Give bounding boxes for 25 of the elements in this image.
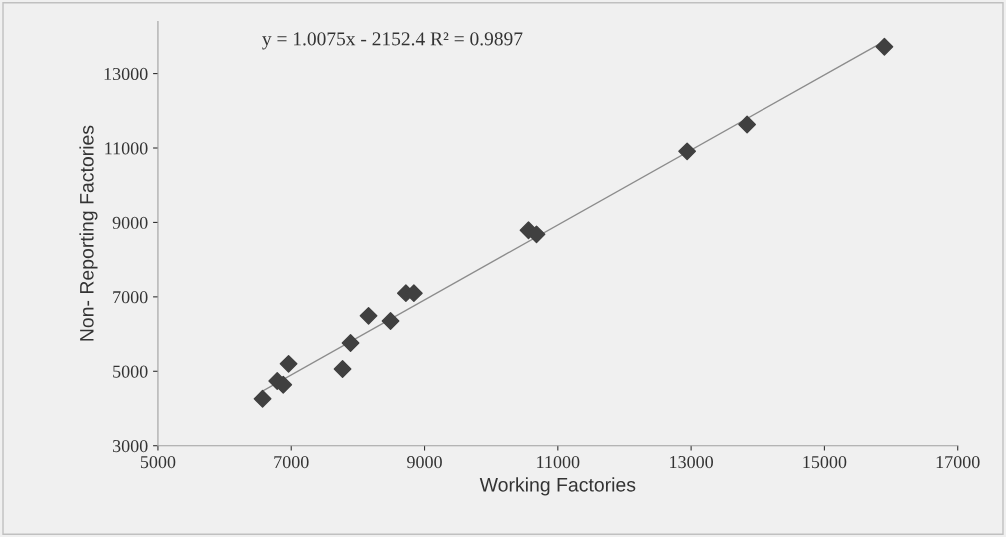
- x-tick-label: 15000: [803, 455, 847, 469]
- point: [678, 142, 697, 161]
- point: [279, 354, 298, 373]
- x-tick-label: 11000: [537, 455, 580, 469]
- x-tick-label: 17000: [936, 455, 980, 469]
- y-tick-label: 13000: [104, 67, 148, 81]
- point: [381, 312, 400, 330]
- x-tick-label: 5000: [140, 455, 176, 469]
- point: [341, 334, 360, 352]
- x-tick-label: 7000: [274, 455, 309, 469]
- y-axis-title: Non- Reporting Factories: [79, 125, 98, 341]
- point: [253, 389, 272, 408]
- point: [875, 37, 894, 56]
- y-tick-label: 9000: [112, 216, 148, 229]
- annotation: y = 1.0075x - 2152.4 R² = 0.9897: [262, 32, 523, 50]
- y-tick-label: 3000: [112, 439, 148, 453]
- point: [738, 115, 757, 134]
- x-axis-title: Working Factories: [479, 477, 636, 496]
- y-tick-label: 11000: [105, 142, 148, 155]
- y-tick-label: 7000: [113, 291, 148, 304]
- x-tick-label: 9000: [407, 455, 442, 469]
- point: [359, 306, 378, 325]
- point: [333, 360, 352, 378]
- y-tick-label: 5000: [113, 365, 148, 378]
- x-tick-label: 13000: [670, 455, 713, 469]
